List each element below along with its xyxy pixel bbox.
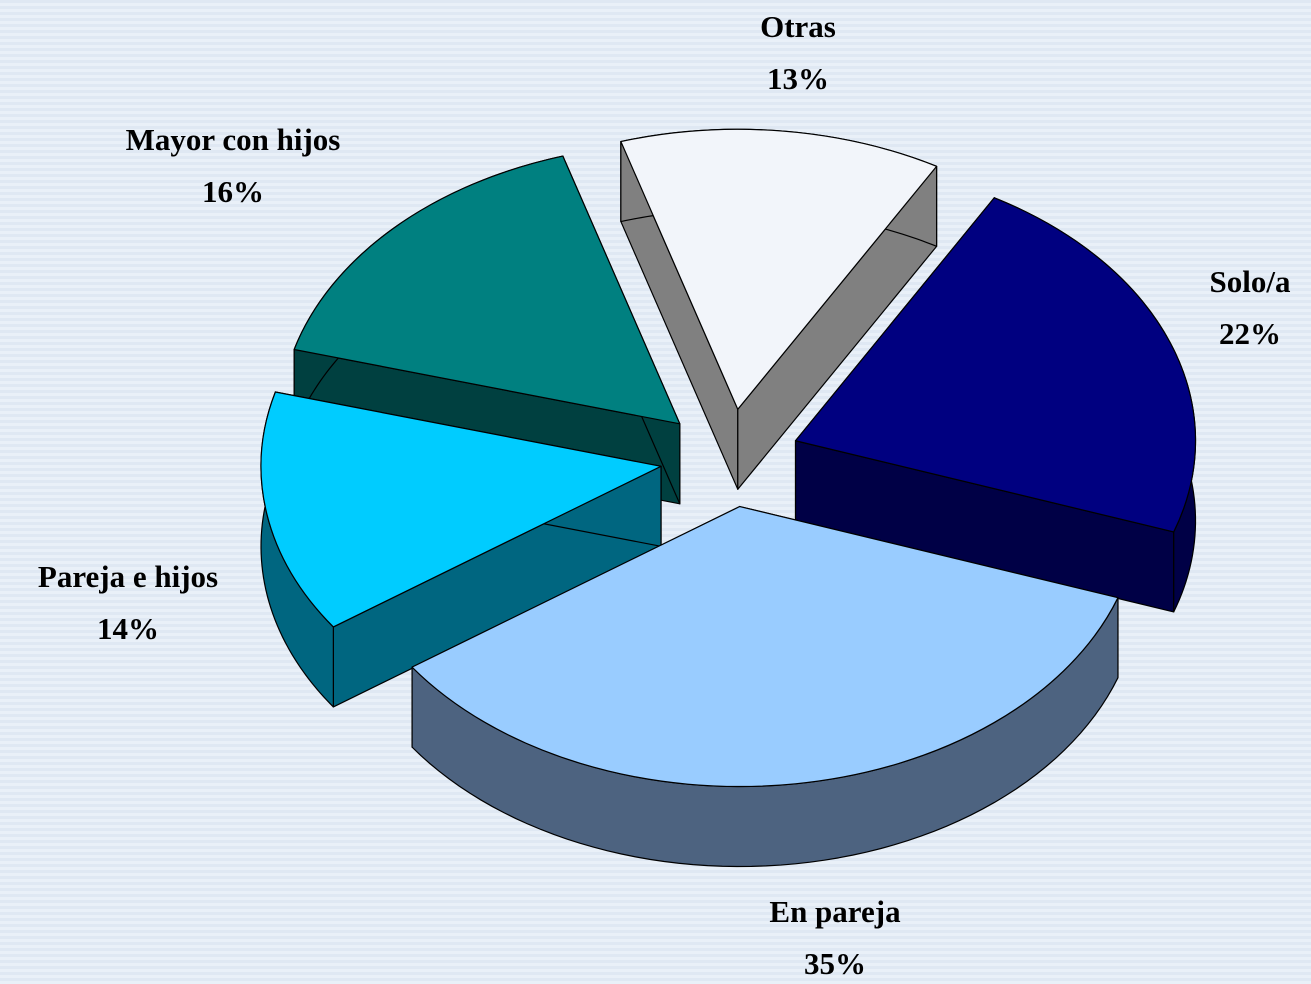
slice-group — [411, 505, 1119, 868]
pie-slice — [620, 128, 938, 410]
slice-value-label: 22% — [1219, 316, 1281, 351]
slice-label: Otras — [760, 9, 836, 44]
slice-value-label: 14% — [97, 611, 159, 646]
slice-value-label: 16% — [202, 174, 264, 209]
slice-label: Solo/a — [1210, 264, 1291, 299]
slice-group — [260, 391, 662, 708]
pie-slice — [260, 391, 662, 628]
pie-slice — [411, 505, 1119, 788]
slice-value-label: 13% — [767, 61, 829, 96]
pie-slice — [794, 197, 1197, 533]
slice-label: En pareja — [769, 894, 901, 929]
slice-label: Pareja e hijos — [38, 559, 218, 594]
slice-value-label: 35% — [804, 946, 866, 981]
slice-group — [620, 128, 938, 490]
slice-label: Mayor con hijos — [126, 122, 341, 157]
pie-slice — [293, 155, 681, 425]
slice-group — [794, 197, 1197, 613]
